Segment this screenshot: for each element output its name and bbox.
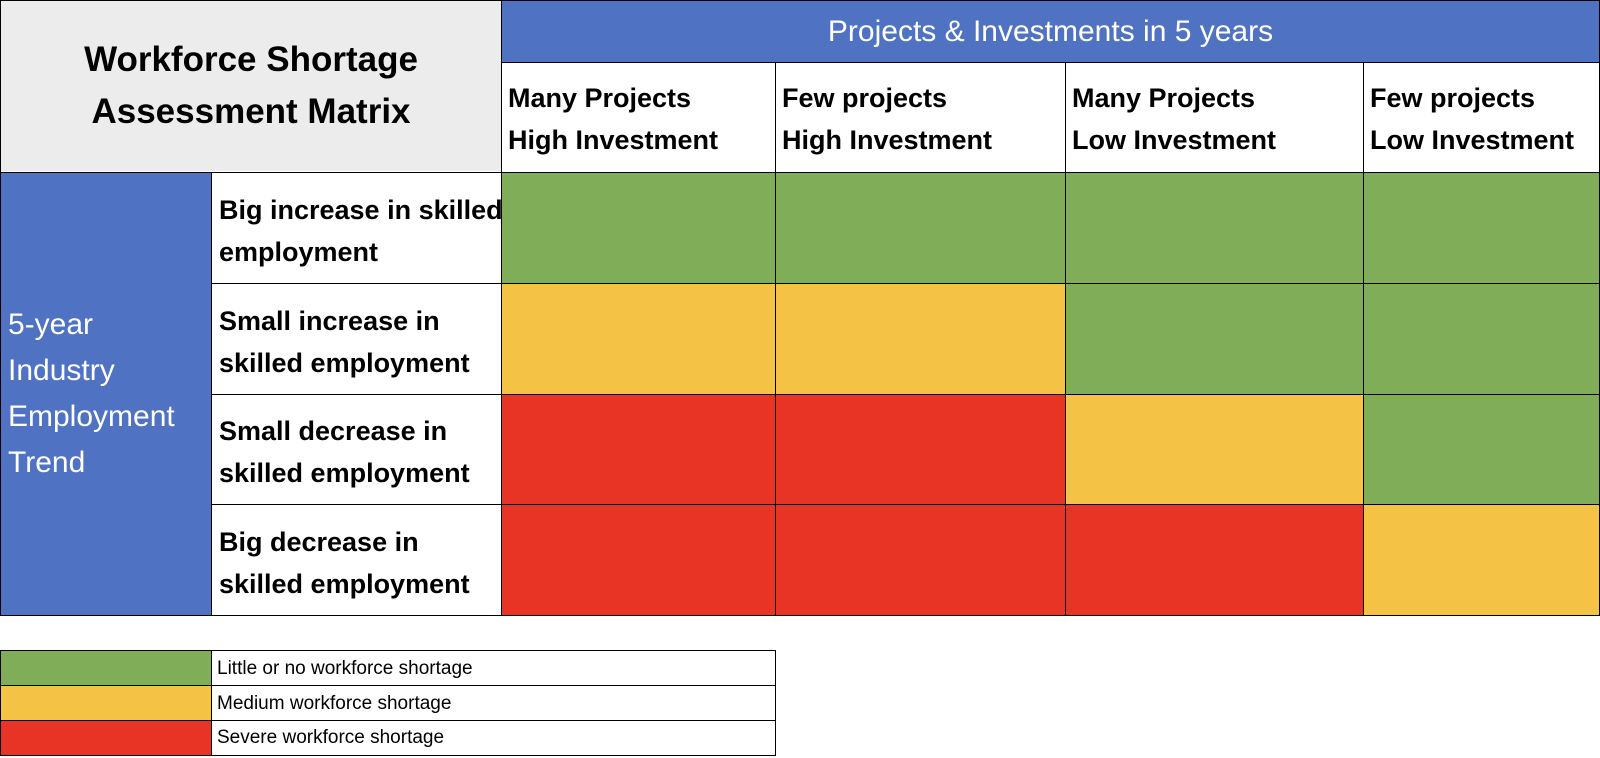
legend-grid-line: [0, 650, 776, 651]
matrix-cell-r1-c1: [501, 173, 775, 284]
legend-swatch-medium: [1, 686, 212, 721]
legend-label-text: Little or no workforce shortage: [217, 657, 473, 679]
grid-line: [775, 62, 776, 616]
row-header-line-2: skilled employment: [219, 348, 470, 378]
matrix-title-line-1: Workforce Shortage: [84, 40, 418, 79]
legend-swatch-severe: [1, 721, 212, 755]
matrix-cell-r2-c4: [1363, 284, 1600, 394]
grid-line: [501, 62, 1600, 63]
grid-line: [0, 615, 1600, 616]
column-header-line-1: Few projects: [782, 83, 948, 113]
matrix-cell-r1-c4: [1363, 173, 1600, 284]
matrix-cell-r2-c2: [775, 284, 1065, 394]
row-header-line-1: Small decrease in: [219, 416, 448, 446]
column-header-few-projects-low-investment: Few projects Low Investment: [1363, 62, 1600, 173]
matrix-cell-r1-c3: [1065, 173, 1363, 284]
row-header-small-increase: Small increase in skilled employment: [212, 284, 501, 394]
legend-label-text: Severe workforce shortage: [217, 727, 445, 748]
employment-trend-header: 5-year Industry Employment Trend: [1, 173, 212, 615]
row-header-big-decrease: Big decrease in skilled employment: [212, 505, 501, 615]
row-header-line-1: Big decrease in: [219, 527, 419, 557]
legend-grid-line: [775, 650, 776, 756]
projects-investments-header-label: Projects & Investments in 5 years: [827, 14, 1274, 48]
column-header-many-projects-low-investment: Many Projects Low Investment: [1065, 62, 1363, 173]
grid-line: [501, 0, 502, 616]
matrix-cell-r4-c4: [1363, 505, 1600, 615]
legend-grid-line: [0, 685, 776, 686]
grid-line: [212, 394, 1600, 395]
column-header-many-projects-high-investment: Many Projects High Investment: [501, 62, 775, 173]
grid-line: [0, 0, 1, 616]
matrix-cell-r2-c1: [501, 284, 775, 394]
legend-label-low: Little or no workforce shortage: [212, 651, 775, 686]
grid-line: [212, 283, 1600, 284]
matrix-cell-r4-c1: [501, 505, 775, 615]
column-header-line-1: Many Projects: [1072, 83, 1256, 113]
legend-grid-line: [0, 720, 776, 721]
row-header-line-2: employment: [219, 237, 379, 267]
grid-line: [0, 172, 1600, 173]
employment-trend-header-line-3: Employment: [8, 400, 175, 433]
legend-swatch-low: [1, 651, 212, 686]
matrix-cell-r2-c3: [1065, 284, 1363, 394]
grid-line: [212, 504, 1600, 505]
grid-line: [1363, 62, 1364, 616]
employment-trend-header-line-1: 5-year: [8, 308, 94, 341]
column-header-line-1: Few projects: [1370, 83, 1536, 113]
projects-investments-header: Projects & Investments in 5 years: [501, 1, 1600, 62]
row-header-line-1: Small increase in: [219, 306, 440, 336]
column-header-line-1: Many Projects: [508, 83, 692, 113]
row-header-line-2: skilled employment: [219, 569, 470, 599]
column-header-line-2: High Investment: [782, 125, 993, 155]
grid-line: [211, 172, 212, 616]
legend-grid-line: [0, 755, 776, 756]
legend-grid-line: [0, 650, 1, 756]
column-header-line-2: Low Investment: [1072, 125, 1277, 155]
row-header-line-1: Big increase in skilled: [219, 195, 503, 225]
matrix-cell-r3-c4: [1363, 394, 1600, 505]
column-header-few-projects-high-investment: Few projects High Investment: [775, 62, 1065, 173]
matrix-cell-r1-c2: [775, 173, 1065, 284]
row-header-big-increase: Big increase in skilled employment: [212, 173, 503, 284]
matrix-cell-r3-c3: [1065, 394, 1363, 505]
employment-trend-header-line-2: Industry: [8, 354, 115, 387]
matrix-title-line-2: Assessment Matrix: [91, 92, 411, 131]
matrix-title: Workforce Shortage Assessment Matrix: [1, 1, 501, 171]
matrix-cell-r4-c2: [775, 505, 1065, 615]
column-header-line-2: Low Investment: [1370, 125, 1575, 155]
column-header-line-2: High Investment: [508, 125, 719, 155]
matrix-cell-r4-c3: [1065, 505, 1363, 615]
legend-label-text: Medium workforce shortage: [217, 692, 452, 714]
legend-label-medium: Medium workforce shortage: [212, 686, 775, 721]
row-header-small-decrease: Small decrease in skilled employment: [212, 394, 501, 505]
legend-label-severe: Severe workforce shortage: [212, 721, 775, 755]
matrix-cell-r3-c1: [501, 394, 775, 505]
matrix-cell-r3-c2: [775, 394, 1065, 505]
row-header-line-2: skilled employment: [219, 458, 470, 488]
legend-grid-line: [211, 650, 212, 756]
employment-trend-header-line-4: Trend: [8, 446, 86, 479]
grid-line: [1065, 62, 1066, 616]
grid-line: [0, 0, 1600, 1]
